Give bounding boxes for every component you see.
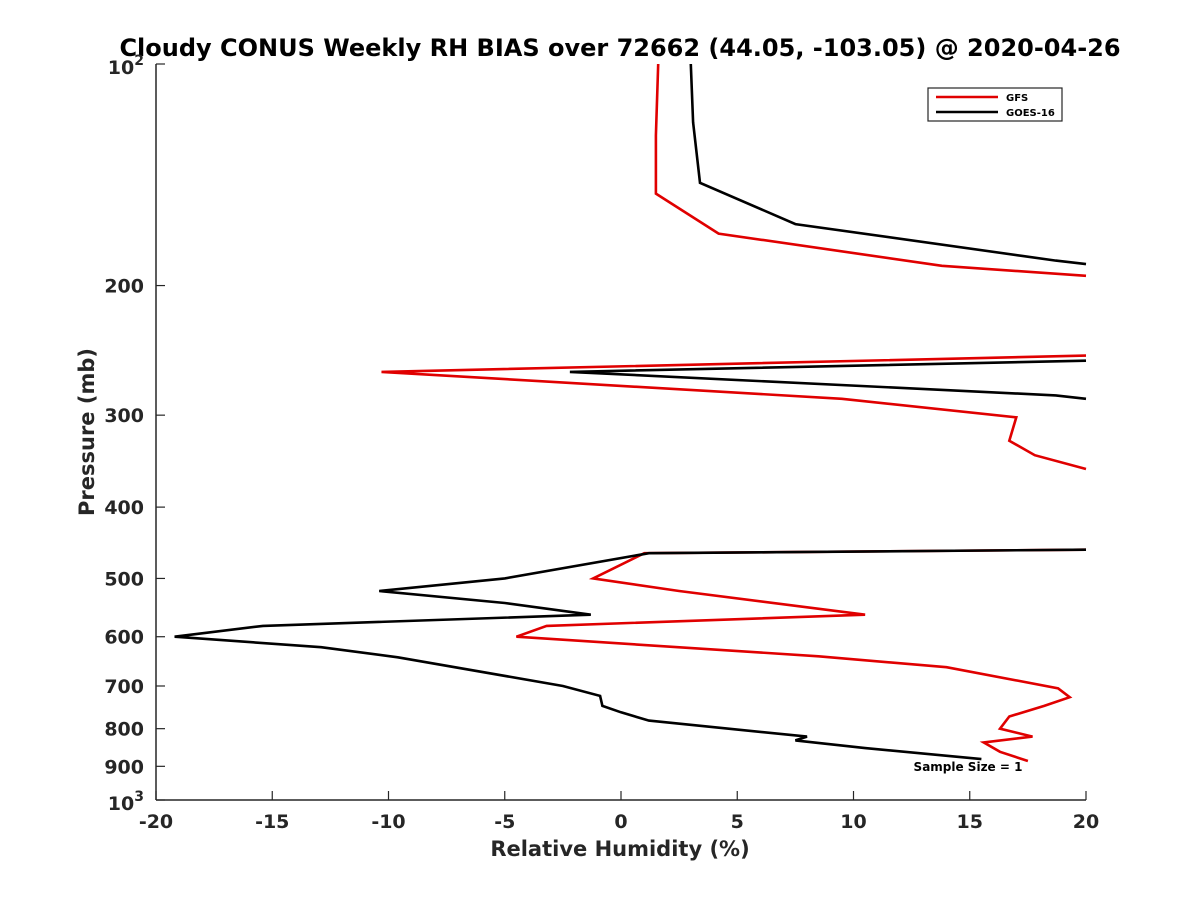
- series-line-goes-16: [174, 548, 1087, 761]
- y-tick-label: 800: [104, 719, 144, 741]
- y-tick-label: 900: [104, 756, 144, 778]
- x-axis-label: Relative Humidity (%): [490, 837, 749, 861]
- y-tick-label: 103: [108, 789, 144, 815]
- x-tick-label: 0: [614, 811, 627, 833]
- x-tick-label: 15: [957, 811, 983, 833]
- legend-box: [927, 87, 1063, 122]
- y-tick-label: 200: [104, 276, 144, 298]
- series-line-goes-16: [689, 63, 1087, 266]
- x-tick-label: -20: [139, 811, 173, 833]
- legend-label: GFS: [1006, 93, 1028, 104]
- legend-label: GOES-16: [1006, 108, 1055, 119]
- series-line-gfs: [381, 354, 1087, 471]
- x-tick-label: 10: [840, 811, 866, 833]
- x-tick-label: -10: [371, 811, 405, 833]
- x-tick-label: 5: [731, 811, 744, 833]
- x-tick-label: -5: [494, 811, 515, 833]
- series-line-gfs: [515, 548, 1087, 763]
- plot-area: -20 -15 -10 -5 0 5 10 15 20 200 300 400 500 600 700 800…: [104, 53, 1099, 833]
- series-line-goes-16: [569, 359, 1087, 401]
- y-tick-label: 300: [104, 405, 144, 427]
- y-tick-label: 700: [104, 676, 144, 698]
- y-tick-label: 102: [108, 53, 144, 79]
- chart-title: Cloudy CONUS Weekly RH BIAS over 72662 (…: [119, 34, 1120, 62]
- x-tick-label: 20: [1073, 811, 1099, 833]
- series-line-gfs: [654, 63, 1087, 278]
- y-tick-label: 400: [104, 497, 144, 519]
- y-tick-label: 500: [104, 568, 144, 590]
- y-tick-label: 600: [104, 627, 144, 649]
- x-tick-label: -15: [255, 811, 289, 833]
- y-axis-label: Pressure (mb): [75, 348, 99, 516]
- sample-size-annotation: Sample Size = 1: [914, 760, 1023, 774]
